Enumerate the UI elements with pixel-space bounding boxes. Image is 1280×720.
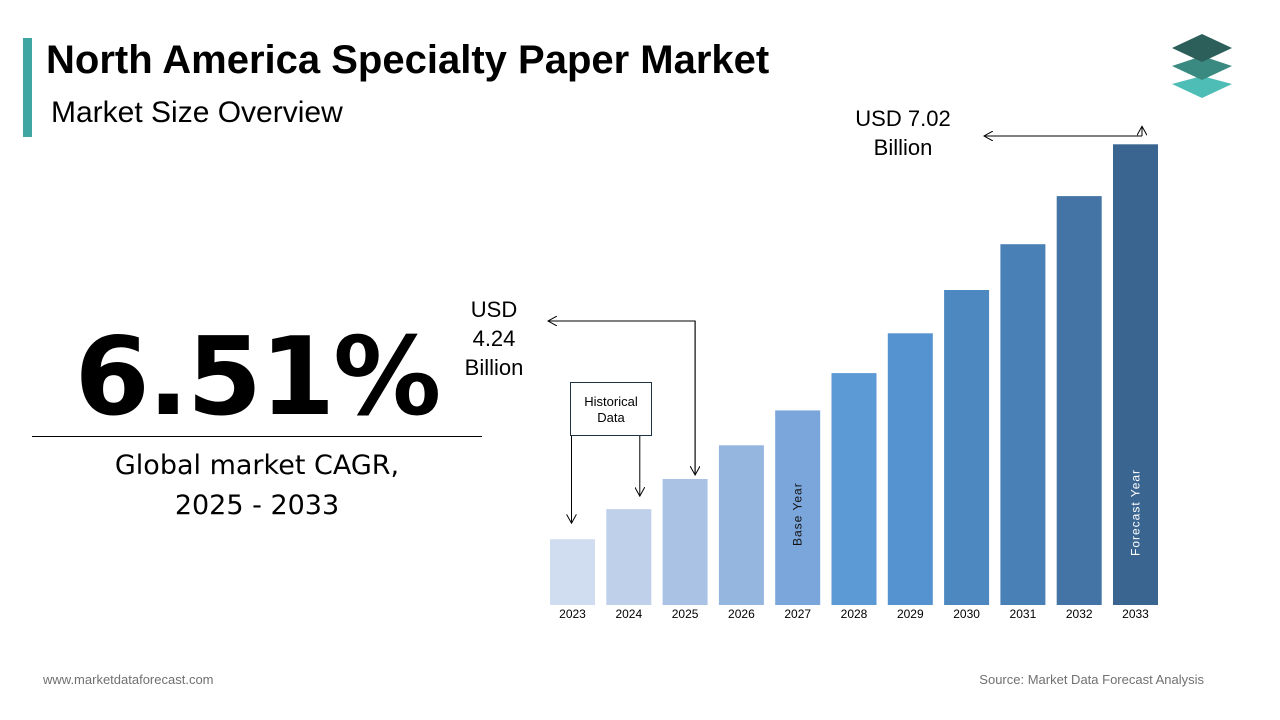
bar-2023 [550,539,595,605]
cagr-divider [32,436,482,437]
bar-2024 [606,509,652,605]
cagr-label-line1: Global market CAGR, [114,450,400,481]
tick-label-2027: 2027 [784,607,811,621]
historical-line2: Data [597,410,625,425]
start-value-line2: 4.24 [472,326,516,351]
bar-2033 [1113,144,1158,606]
bar-2032 [1056,196,1102,605]
end-value-line2: Billion [873,135,933,160]
tick-label-2033: 2033 [1122,607,1149,621]
start-value-line3: Billion [464,355,524,380]
page-title: North America Specialty Paper Market [46,38,770,82]
bar-2026 [718,445,764,605]
bar-2028 [831,373,877,605]
end-value-line1: USD 7.02 [855,106,951,131]
historical-data-box: Historical Data [570,382,652,436]
tick-label-2029: 2029 [897,607,924,621]
bar-group [550,144,1158,606]
footer-source: Source: Market Data Forecast Analysis [979,672,1204,687]
bar-2029 [887,333,933,605]
cagr-label-line2: 2025 - 2033 [174,490,340,521]
cagr-label: Global market CAGR, 2025 - 2033 [32,446,482,526]
end-value-callout: USD 7.02 Billion [838,104,968,162]
page-subtitle: Market Size Overview [51,96,343,129]
tick-label-2028: 2028 [841,607,868,621]
annotation-arrows [548,126,1142,523]
tick-label-2026: 2026 [728,607,755,621]
tick-label-2024: 2024 [615,607,642,621]
forecast-year-label: Forecast Year [1129,469,1143,556]
tick-label-2025: 2025 [672,607,699,621]
tick-label-2031: 2031 [1010,607,1037,621]
tick-label-2023: 2023 [559,607,586,621]
tick-label-2030: 2030 [953,607,980,621]
base-year-label: Base Year [791,482,805,546]
bar-2027 [775,410,821,605]
bar-2031 [1000,244,1046,605]
x-tick-labels: 2023 2024 2025 2026 2027 2028 2029 2030 2031 2032… [559,607,1149,621]
cagr-value: 6.51% [74,315,442,440]
footer-website[interactable]: www.marketdataforecast.com [43,672,214,687]
start-value-line1: USD [470,297,518,322]
start-value-callout: USD 4.24 Billion [452,295,536,382]
tick-label-2032: 2032 [1066,607,1093,621]
bar-2025 [662,479,708,605]
bar-2030 [944,290,990,605]
title-accent-bar [23,38,32,137]
historical-line1: Historical [584,394,638,409]
stacked-layers-icon [1172,34,1232,98]
